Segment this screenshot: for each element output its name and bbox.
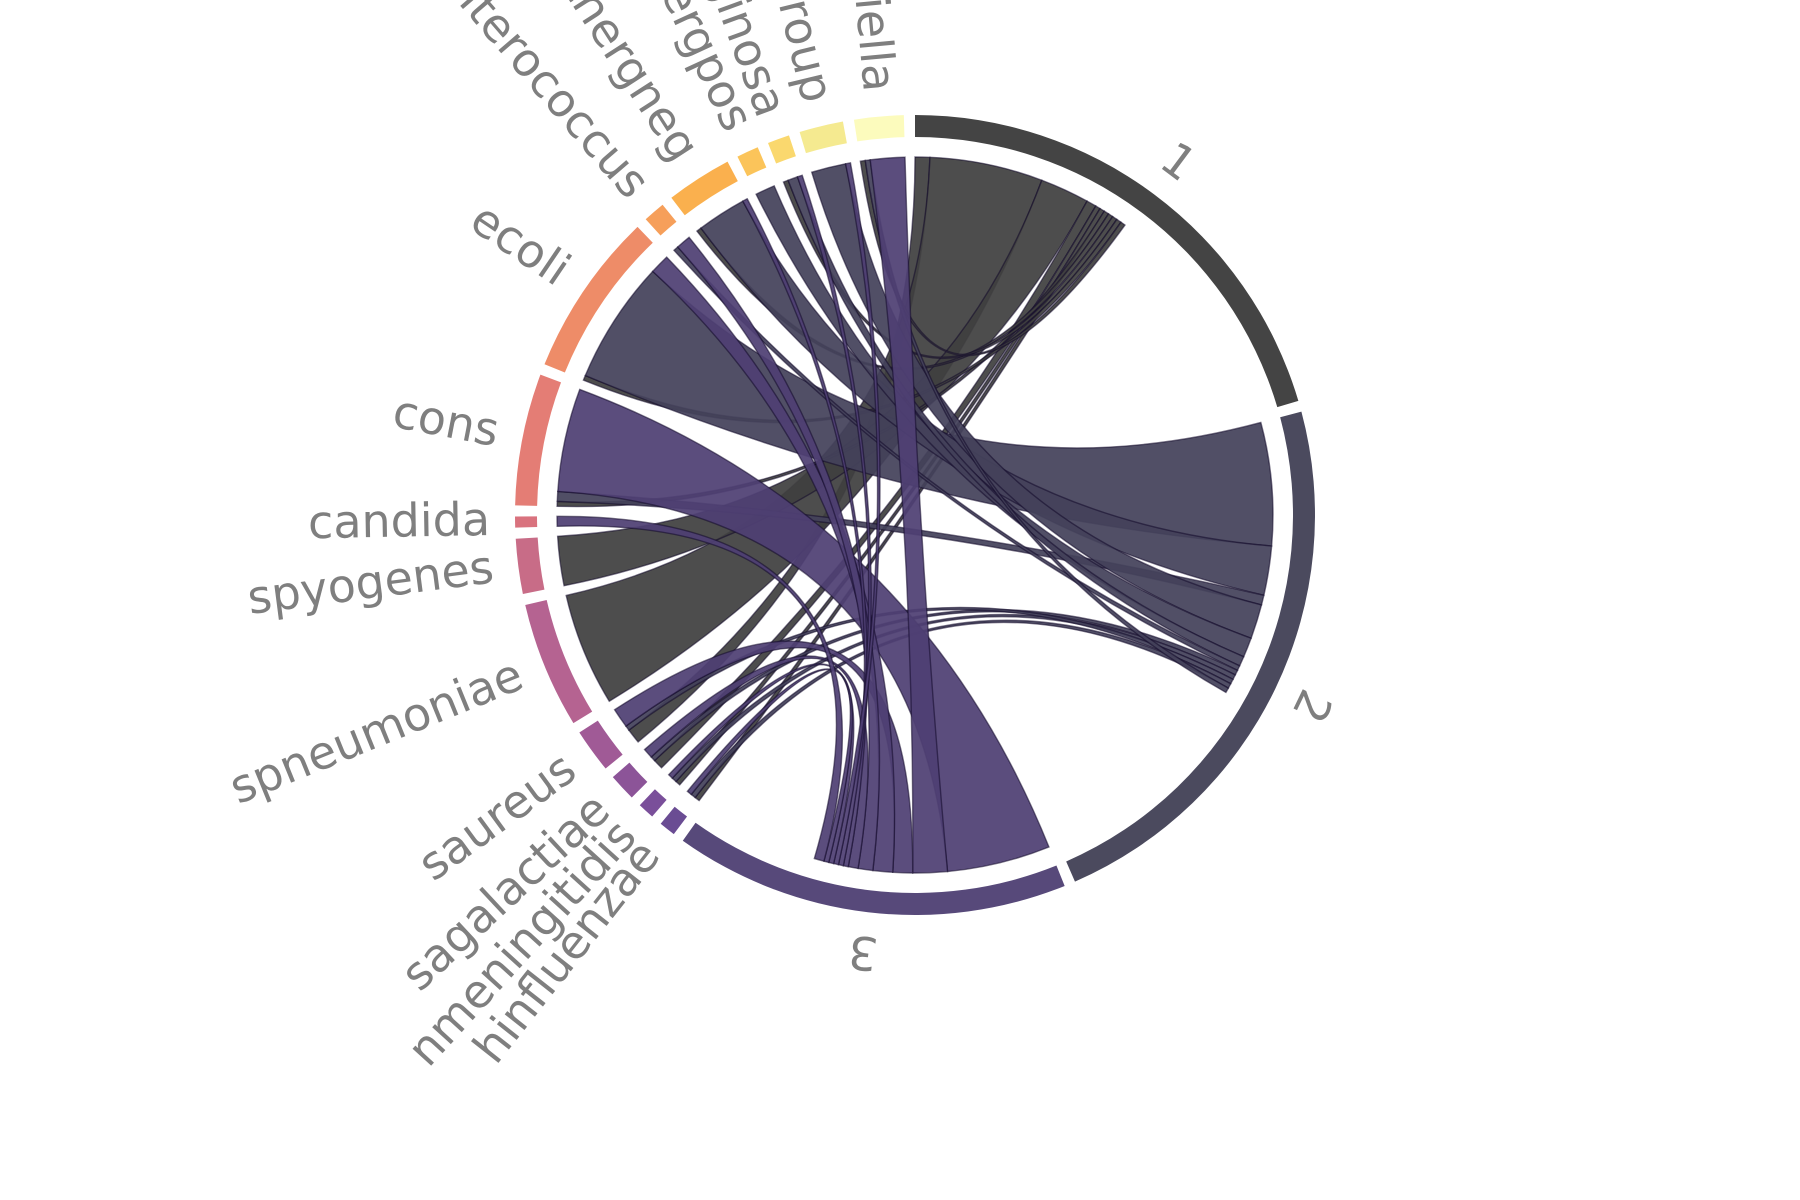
ribbons-layer: [556, 156, 1274, 874]
group-arc-cons: [515, 374, 562, 506]
group-arc-spneumoniae: [525, 599, 593, 724]
group-arc-spyogenes: [515, 537, 545, 595]
ribbon-1-ecoli: [582, 218, 1122, 424]
group-arc-othergneg: [671, 161, 738, 216]
group-label-ecoli: ecoli: [461, 191, 580, 296]
group-arc-3: [682, 822, 1065, 915]
group-label-spneumoniae: spneumoniae: [222, 647, 531, 814]
ribbon-1-klebsiella: [859, 159, 1126, 357]
ribbon-3-candida: [556, 515, 844, 863]
group-arc-ecoli: [544, 226, 653, 373]
group-label-klebsiella: klebsiella: [834, 0, 907, 94]
group-label-cons: cons: [389, 384, 504, 457]
group-arc-viridansgroup: [799, 121, 847, 154]
group-arc-candida: [515, 516, 538, 528]
group-arc-sagalactiae: [612, 762, 648, 798]
group-arc-saureus: [579, 720, 623, 769]
group-arc-klebsiella: [853, 115, 905, 142]
group-arc-2: [1066, 411, 1315, 882]
group-label-1: 1: [1151, 131, 1207, 192]
group-label-3: 3: [845, 924, 880, 981]
ribbon-2-paeruginosa: [787, 175, 1245, 667]
ribbon-3-hinfluenzae: [686, 668, 854, 864]
ribbon-2-saureus: [624, 606, 1235, 732]
ribbon-1-othergneg: [695, 212, 1114, 371]
ribbon-2-viridansgroup: [810, 162, 1263, 640]
group-arc-enterococcus: [645, 204, 677, 236]
ribbon-2-othergneg: [699, 200, 1273, 597]
group-label-candida: candida: [308, 492, 491, 549]
group-label-2: 2: [1282, 682, 1343, 732]
group-arc-nmeningitidis: [639, 789, 667, 817]
arcs-layer: [515, 115, 1315, 915]
group-arc-hinfluenzae: [660, 806, 688, 835]
ribbon-2-hinfluenzae: [690, 619, 1232, 799]
ribbon-3-klebsiella: [869, 156, 949, 874]
ribbon-3-viridansgroup: [832, 162, 881, 866]
ribbon-2-klebsiella: [864, 159, 1230, 694]
group-arc-othergpos: [737, 147, 767, 177]
group-arc-1: [915, 115, 1299, 408]
ribbon-2-enterococcus: [672, 245, 1241, 672]
group-arc-paeruginosa: [768, 135, 796, 164]
group-label-spyogenes: spyogenes: [244, 540, 496, 625]
